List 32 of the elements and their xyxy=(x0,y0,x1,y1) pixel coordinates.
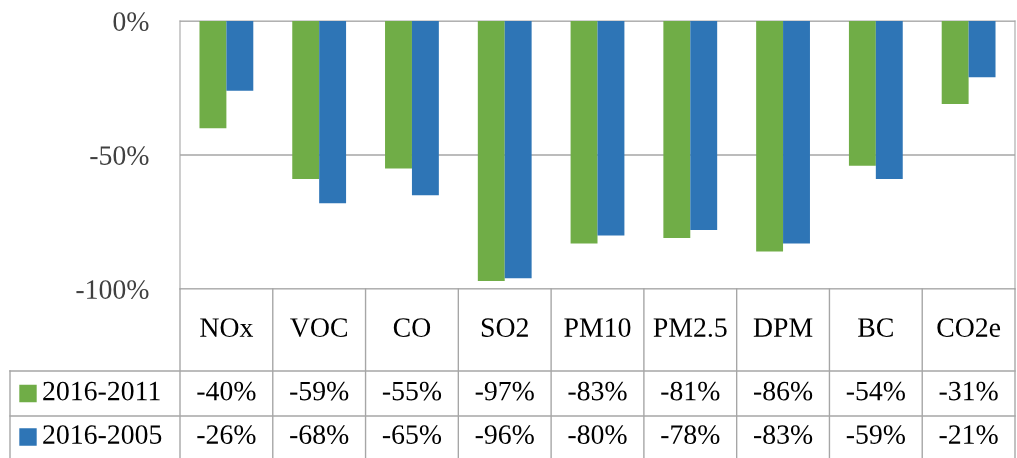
data-label: -55% xyxy=(382,381,442,401)
legend-label: 2016-2011 xyxy=(43,381,160,401)
legend-label: 2016-2005 xyxy=(43,425,162,444)
data-label: -59% xyxy=(290,381,349,401)
data-label: -21% xyxy=(939,425,998,445)
x-tick-label: BC xyxy=(858,318,893,337)
y-tick-label: -50% xyxy=(90,146,149,165)
data-label: -96% xyxy=(475,425,534,445)
x-tick-label: DPM xyxy=(753,318,813,337)
x-tick-label: VOC xyxy=(290,318,347,338)
x-tick-label: PM2.5 xyxy=(653,318,727,338)
data-label: -86% xyxy=(754,381,813,401)
data-label: -97% xyxy=(475,381,534,401)
y-tick-label: 0% xyxy=(113,12,149,31)
x-tick-label: PM10 xyxy=(564,318,631,337)
data-label: -59% xyxy=(846,425,905,445)
x-tick-label: CO xyxy=(393,318,431,337)
data-label: -80% xyxy=(568,425,627,445)
data-label: -81% xyxy=(661,381,720,401)
x-tick-label: CO2e xyxy=(937,318,1001,337)
x-tick-label: NOx xyxy=(200,318,254,337)
data-label: -68% xyxy=(290,425,349,445)
data-label: -26% xyxy=(197,425,256,445)
data-label: -40% xyxy=(197,381,256,401)
data-label: -83% xyxy=(754,425,813,445)
data-label: -31% xyxy=(939,381,998,401)
data-label: -83% xyxy=(568,381,627,401)
data-label: -65% xyxy=(382,425,442,445)
y-tick-label: -100% xyxy=(76,280,149,299)
data-label: -78% xyxy=(661,425,720,445)
data-label: -54% xyxy=(846,381,905,401)
x-tick-label: SO2 xyxy=(481,318,528,337)
